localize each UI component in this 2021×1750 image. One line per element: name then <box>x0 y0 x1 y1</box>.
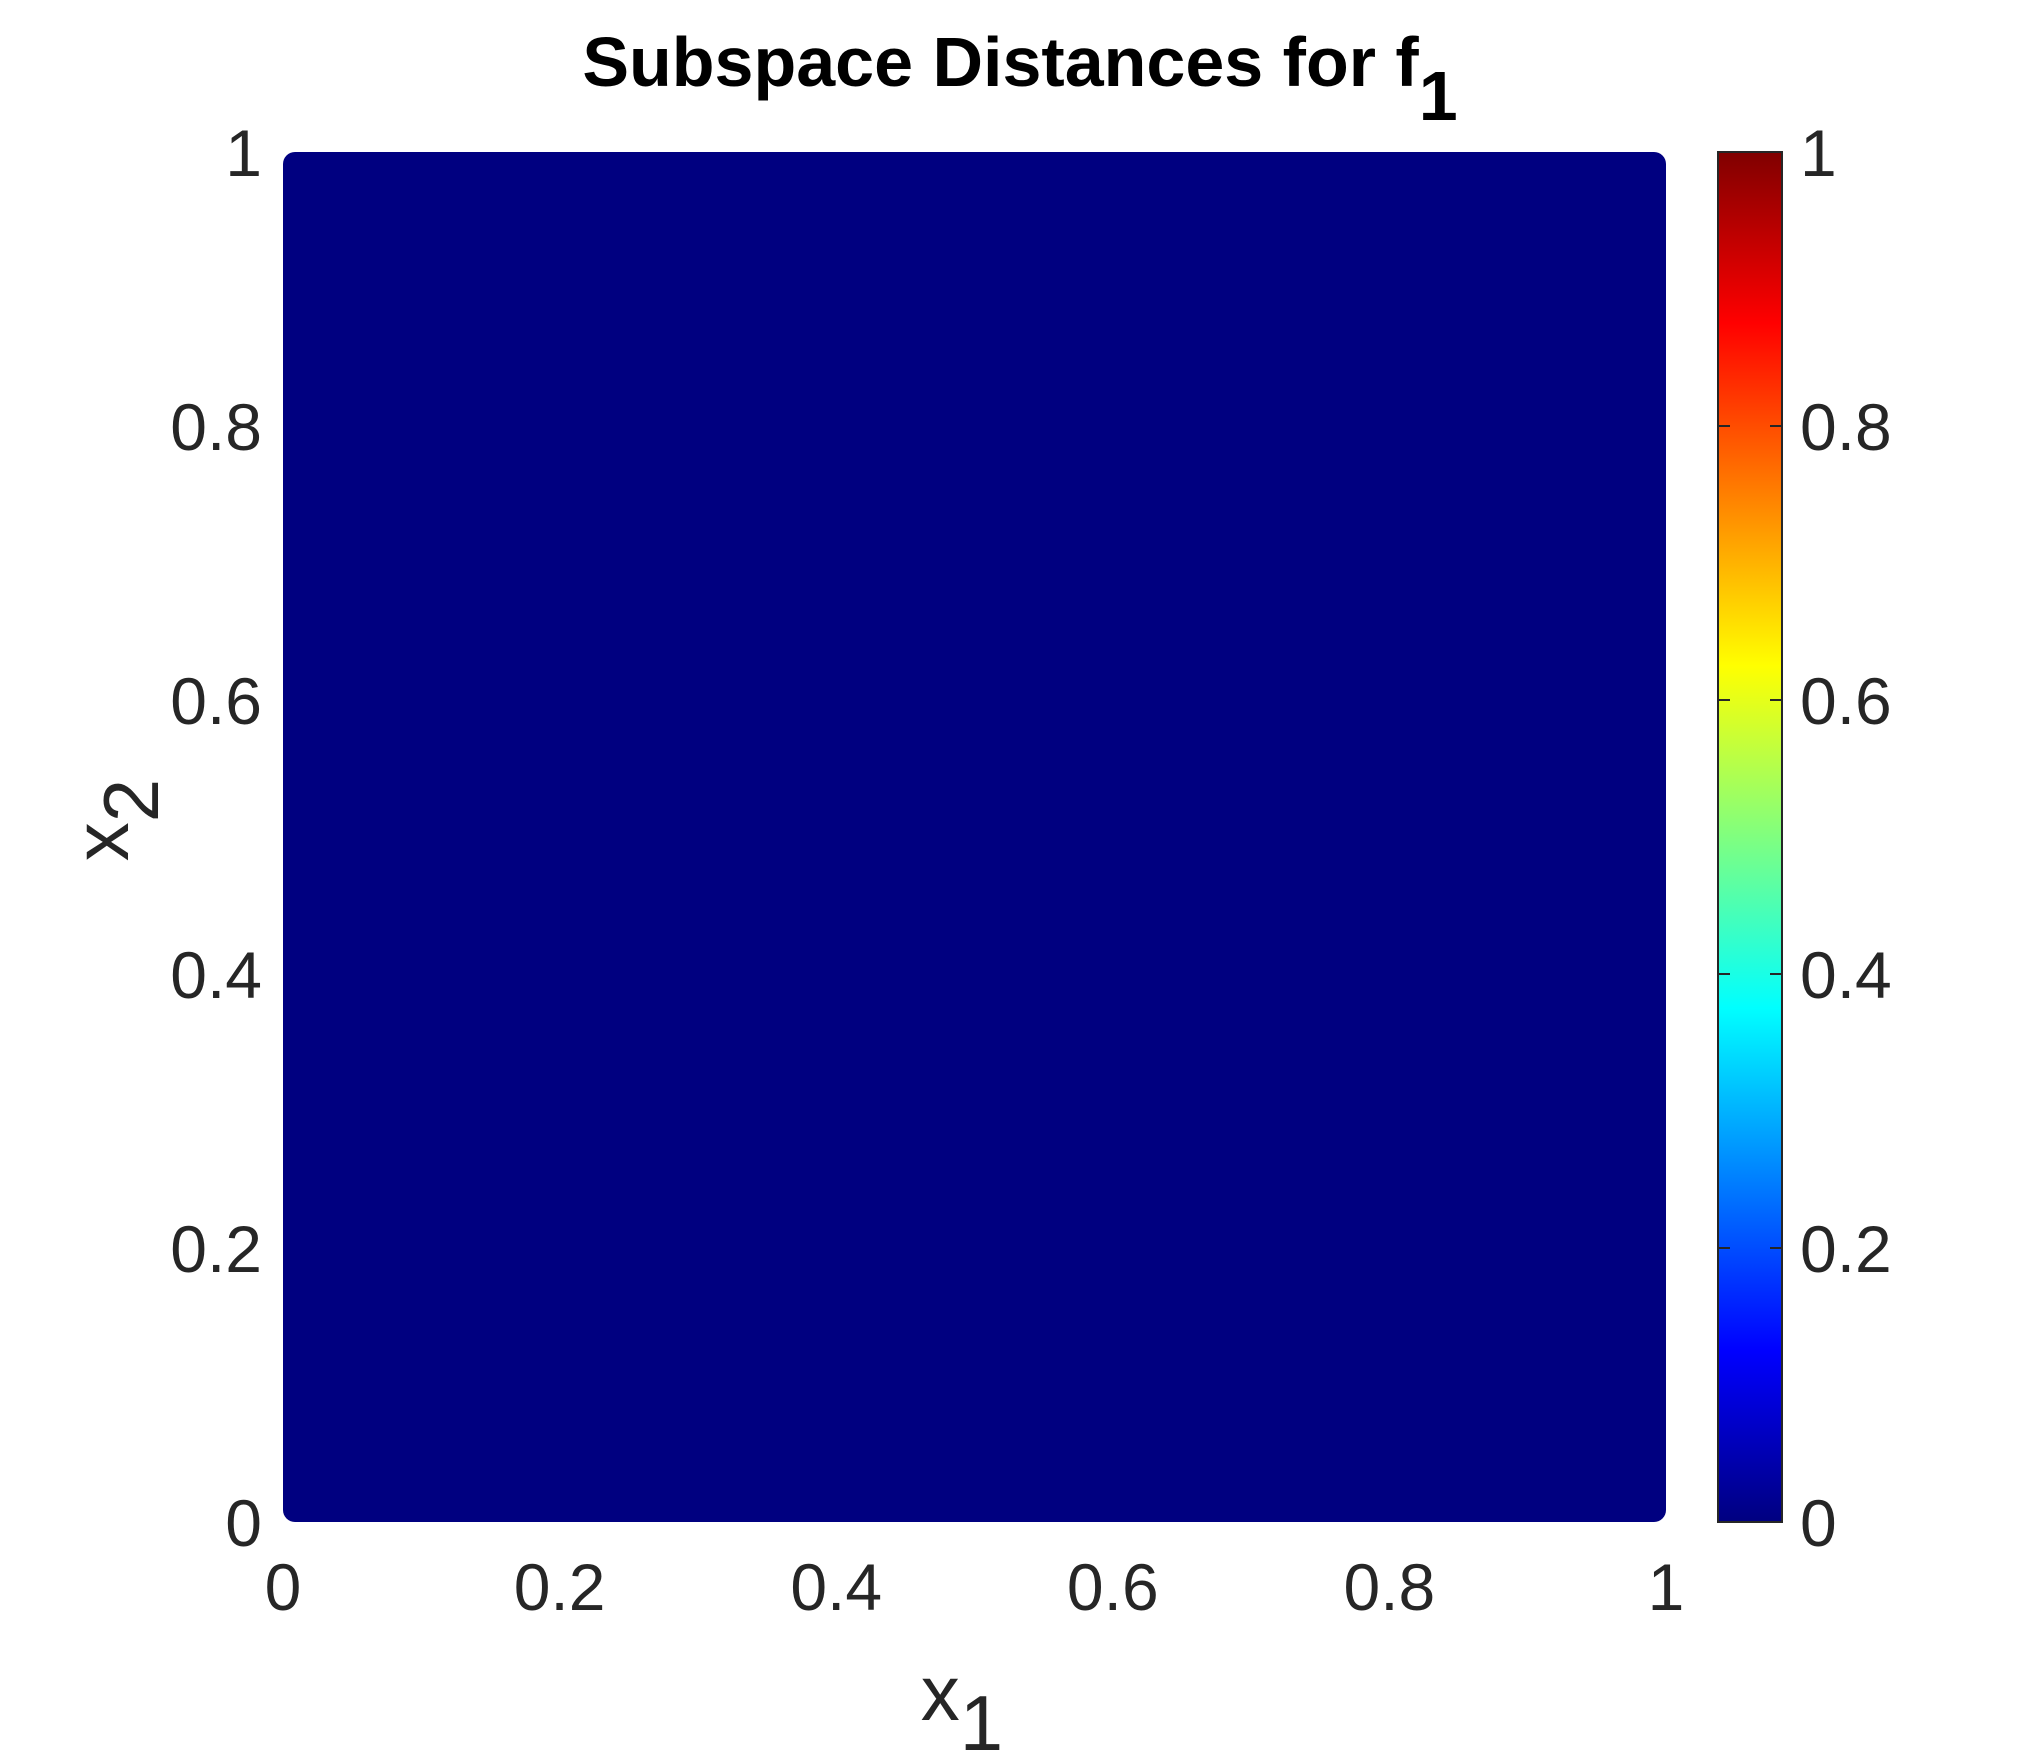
x-axis-label-main: x <box>921 1649 960 1737</box>
chart-title-main: Subspace Distances for f <box>582 23 1419 101</box>
colorbar-tick-label: 1 <box>1800 116 1837 190</box>
colorbar <box>1717 151 1783 1523</box>
y-axis-ticks: 0 0.2 0.4 0.6 0.8 1 <box>170 116 262 1560</box>
y-tick-label: 0.6 <box>170 664 262 738</box>
plot-area <box>283 152 1666 1522</box>
colorbar-ticks: 0 0.2 0.4 0.6 0.8 1 <box>1718 116 1892 1560</box>
y-tick-label: 0.8 <box>170 390 262 464</box>
y-tick-label: 1 <box>225 116 262 190</box>
x-tick-label: 0.4 <box>790 1550 882 1624</box>
y-axis-label: x2 <box>57 779 175 861</box>
colorbar-tick-label: 0.4 <box>1800 938 1892 1012</box>
x-tick-label: 0.8 <box>1344 1550 1436 1624</box>
x-axis-label: x1 <box>921 1649 1003 1750</box>
chart-title: Subspace Distances for f1 <box>582 23 1457 135</box>
x-tick-label: 0 <box>265 1550 302 1624</box>
colorbar-tick-label: 0.2 <box>1800 1212 1892 1286</box>
x-axis-label-subscript: 1 <box>960 1679 1003 1750</box>
y-axis-label-subscript: 2 <box>87 779 175 822</box>
x-axis-ticks: 0 0.2 0.4 0.6 0.8 1 <box>265 1550 1685 1624</box>
colorbar-tick-label: 0.8 <box>1800 390 1892 464</box>
colorbar-tick-label: 0 <box>1800 1486 1837 1560</box>
y-tick-label: 0 <box>225 1486 262 1560</box>
x-tick-label: 0.6 <box>1067 1550 1159 1624</box>
y-tick-label: 0.4 <box>170 938 262 1012</box>
x-tick-label: 0.2 <box>514 1550 606 1624</box>
y-axis-label-main: x <box>57 822 145 861</box>
x-tick-label: 1 <box>1648 1550 1685 1624</box>
data-field <box>283 152 1666 1522</box>
y-tick-label: 0.2 <box>170 1212 262 1286</box>
colorbar-tick-label: 0.6 <box>1800 664 1892 738</box>
chart-title-subscript: 1 <box>1419 57 1458 135</box>
